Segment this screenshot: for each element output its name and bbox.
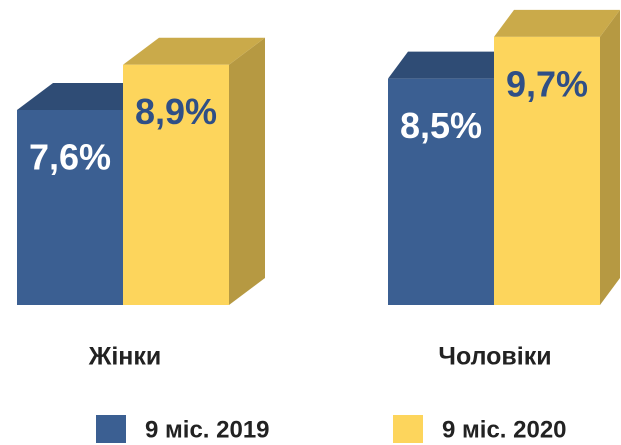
legend-swatch [96,415,126,443]
bar [123,64,229,305]
bar-top [123,37,265,65]
bar-side [229,37,265,305]
bar [17,109,123,305]
bar-top [388,51,514,79]
value-label: 9,7% [506,63,588,104]
category-label: Чоловіки [438,343,551,371]
bar-top [494,9,620,37]
value-label: 8,5% [400,105,482,146]
bar [388,78,494,305]
value-label: 7,6% [29,137,111,178]
category-label: Жінки [88,343,162,371]
legend-label: 9 міс. 2020 [442,416,567,443]
legend-label: 9 міс. 2019 [145,416,270,443]
value-label: 8,9% [135,91,217,132]
legend-swatch [393,415,423,443]
bar-side [600,9,620,305]
bar [494,36,600,305]
